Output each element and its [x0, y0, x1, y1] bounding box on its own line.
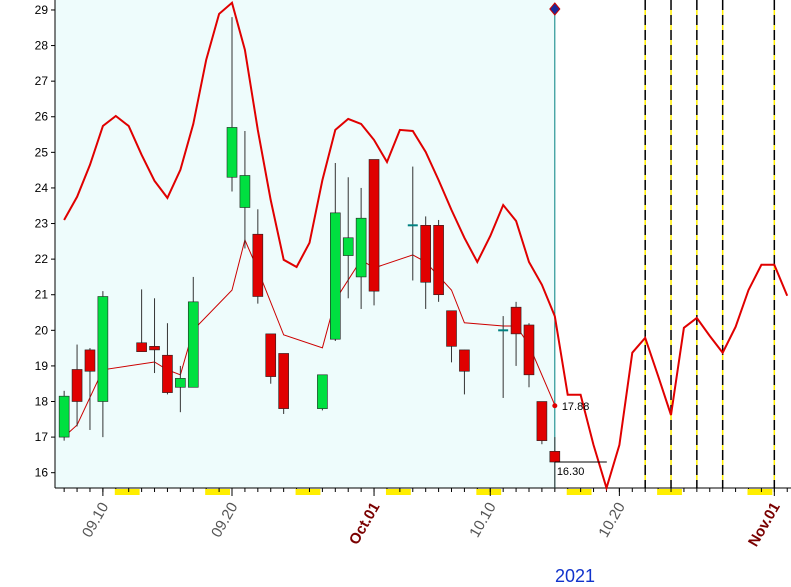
x-tick-label: 10.10	[466, 500, 499, 541]
annotation-label: 17.88	[562, 401, 590, 413]
y-tick-label: 23	[35, 217, 49, 231]
y-tick-label: 22	[35, 252, 49, 266]
weekend-bar	[205, 489, 231, 495]
candle-body	[523, 324, 535, 376]
x-tick-label: 09.20	[208, 500, 241, 541]
y-tick-label: 24	[35, 181, 49, 195]
line-series	[63, 1, 789, 492]
y-tick-label: 28	[35, 39, 49, 53]
x-tick-label: 09.10	[79, 500, 112, 541]
candle-body	[510, 306, 522, 335]
candle-body	[175, 378, 186, 388]
weekend-bar	[114, 489, 140, 495]
candle-body	[265, 333, 277, 377]
candle-body	[368, 159, 380, 292]
candle-body	[252, 233, 264, 297]
candle-body	[330, 212, 341, 340]
x-tick-label: Nov.01	[745, 500, 784, 550]
weekend-bar	[295, 489, 321, 495]
x-tick-label: Oct.01	[346, 500, 384, 548]
y-tick-label: 29	[35, 3, 49, 17]
candle-body	[187, 301, 199, 388]
weekend-bar	[566, 489, 592, 495]
candle-body	[459, 349, 470, 372]
candle-body	[162, 354, 173, 393]
annotation-dot	[552, 403, 558, 409]
history-background	[55, 0, 555, 488]
y-tick-label: 17	[35, 430, 49, 444]
candle-body	[84, 349, 96, 372]
y-tick-label: 19	[35, 359, 49, 373]
y-tick-label: 21	[35, 288, 49, 302]
candle-body	[71, 369, 83, 402]
x-tick-label: 10.20	[595, 500, 628, 541]
candle-body	[355, 217, 367, 278]
candle-body	[239, 175, 251, 208]
candle-body	[278, 353, 289, 409]
annotation-label: 16.30	[557, 466, 585, 478]
candle-body	[433, 225, 444, 296]
current-diamond	[549, 2, 561, 16]
candle-body	[58, 395, 70, 438]
candle-body	[97, 296, 109, 402]
y-tick-label: 26	[35, 110, 49, 124]
candle-body	[342, 237, 354, 256]
candle-body	[136, 342, 147, 352]
weekend-bar	[385, 489, 411, 495]
candle-body	[446, 310, 457, 347]
weekend-bar	[476, 489, 502, 495]
candle-body	[549, 451, 561, 463]
weekend-bar	[747, 489, 773, 495]
candle-body	[226, 127, 238, 178]
y-tick-label: 25	[35, 145, 49, 159]
candle-body	[149, 346, 160, 351]
x-axis-label: 2021	[555, 566, 595, 586]
y-tick-label: 18	[35, 395, 49, 409]
y-tick-label: 16	[35, 466, 49, 480]
candle-body	[317, 374, 328, 409]
candle-body	[536, 401, 548, 441]
y-tick-label: 20	[35, 323, 49, 337]
weekend-bar	[657, 489, 682, 495]
y-tick-label: 27	[35, 74, 49, 88]
candle-body	[420, 225, 431, 283]
